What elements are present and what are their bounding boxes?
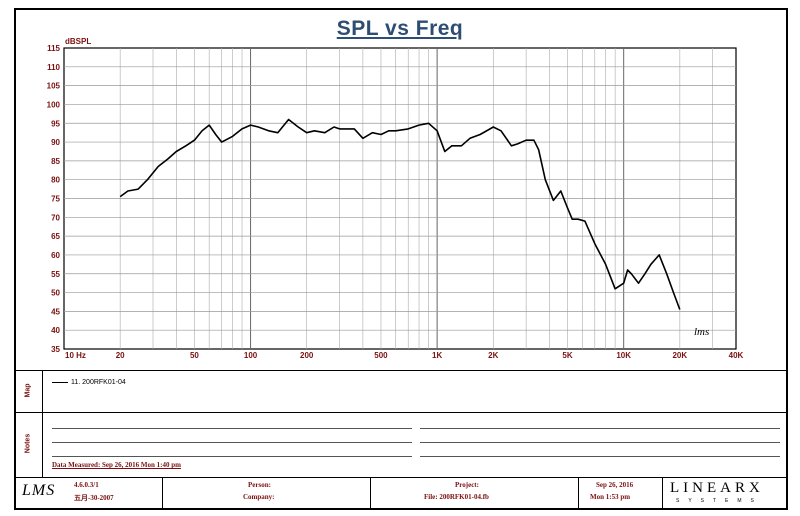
y-tick-label: 35 <box>51 345 60 354</box>
x-tick-label: 1K <box>432 351 442 360</box>
x-tick-label: 40K <box>729 351 744 360</box>
divider <box>42 370 43 477</box>
lms-logo: LMS <box>22 482 56 499</box>
notes-label: Notes <box>24 433 32 454</box>
x-tick-label: 500 <box>374 351 388 360</box>
divider <box>370 477 371 508</box>
chart-series <box>119 118 681 310</box>
version-text: 4.6.0.3/1 <box>74 481 99 489</box>
y-tick-label: 100 <box>47 100 61 109</box>
divider <box>162 477 163 508</box>
x-tick-label: 10 Hz <box>65 351 86 360</box>
note-line <box>52 442 412 443</box>
note-line <box>420 442 780 443</box>
note-line <box>52 456 412 457</box>
y-tick-label: 70 <box>51 213 60 222</box>
y-tick-label: 65 <box>51 232 60 241</box>
x-tick-label: 2K <box>488 351 498 360</box>
y-tick-label: 60 <box>51 251 60 260</box>
project-label: Project: <box>455 481 479 489</box>
note-line <box>52 428 412 429</box>
y-tick-label: 90 <box>51 138 60 147</box>
divider <box>14 370 788 371</box>
person-label: Person: <box>248 481 271 489</box>
y-tick-label: 50 <box>51 289 60 298</box>
y-tick-label: 45 <box>51 307 60 316</box>
divider <box>14 477 788 478</box>
y-tick-label: 115 <box>47 44 60 53</box>
file-label: File: 200RFK01-04.fb <box>424 493 489 501</box>
legend-swatch <box>52 382 68 383</box>
note-line <box>420 428 780 429</box>
x-tick-label: 50 <box>190 351 199 360</box>
y-axis-label: dBSPL <box>65 37 91 46</box>
linearx-logo: LINEARX <box>670 480 764 496</box>
x-tick-label: 20 <box>116 351 125 360</box>
divider <box>578 477 579 508</box>
y-tick-label: 55 <box>51 270 60 279</box>
report-time: Mon 1:53 pm <box>590 493 631 501</box>
y-tick-label: 40 <box>51 326 60 335</box>
y-tick-label: 75 <box>51 195 60 204</box>
y-tick-label: 85 <box>51 157 60 166</box>
report-date: Sep 26, 2016 <box>596 481 634 489</box>
x-tick-label: 200 <box>300 351 314 360</box>
note-line <box>420 456 780 457</box>
chart-grid <box>63 47 737 350</box>
legend-entry: 11. 200RFK01-04 <box>52 379 126 386</box>
legend-label: 11. 200RFK01-04 <box>71 379 126 386</box>
series-line-spl <box>119 118 681 310</box>
x-tick-label: 20K <box>672 351 687 360</box>
divider <box>14 412 788 413</box>
divider <box>662 477 663 508</box>
y-tick-label: 80 <box>51 176 60 185</box>
chart-title: SPL vs Freq <box>336 17 464 40</box>
y-tick-label: 95 <box>51 119 60 128</box>
chart-axes: 35 40 45 50 55 60 65 70 75 80 85 90 95 100 105 110 115 dB… <box>47 37 744 360</box>
x-tick-label: 10K <box>616 351 631 360</box>
lms-watermark: lms <box>694 326 710 338</box>
map-label: Map <box>24 383 32 398</box>
company-label: Company: <box>243 493 275 501</box>
build-date: 五月-30-2007 <box>74 494 114 502</box>
y-tick-label: 110 <box>47 63 60 72</box>
y-tick-label: 105 <box>47 82 61 91</box>
data-measured: Data Measured: Sep 26, 2016 Mon 1:40 pm <box>52 461 181 469</box>
x-tick-label: 5K <box>562 351 572 360</box>
report-frame <box>14 8 788 510</box>
linearx-subtitle: SYSTEMS <box>676 498 763 504</box>
x-tick-label: 100 <box>244 351 258 360</box>
